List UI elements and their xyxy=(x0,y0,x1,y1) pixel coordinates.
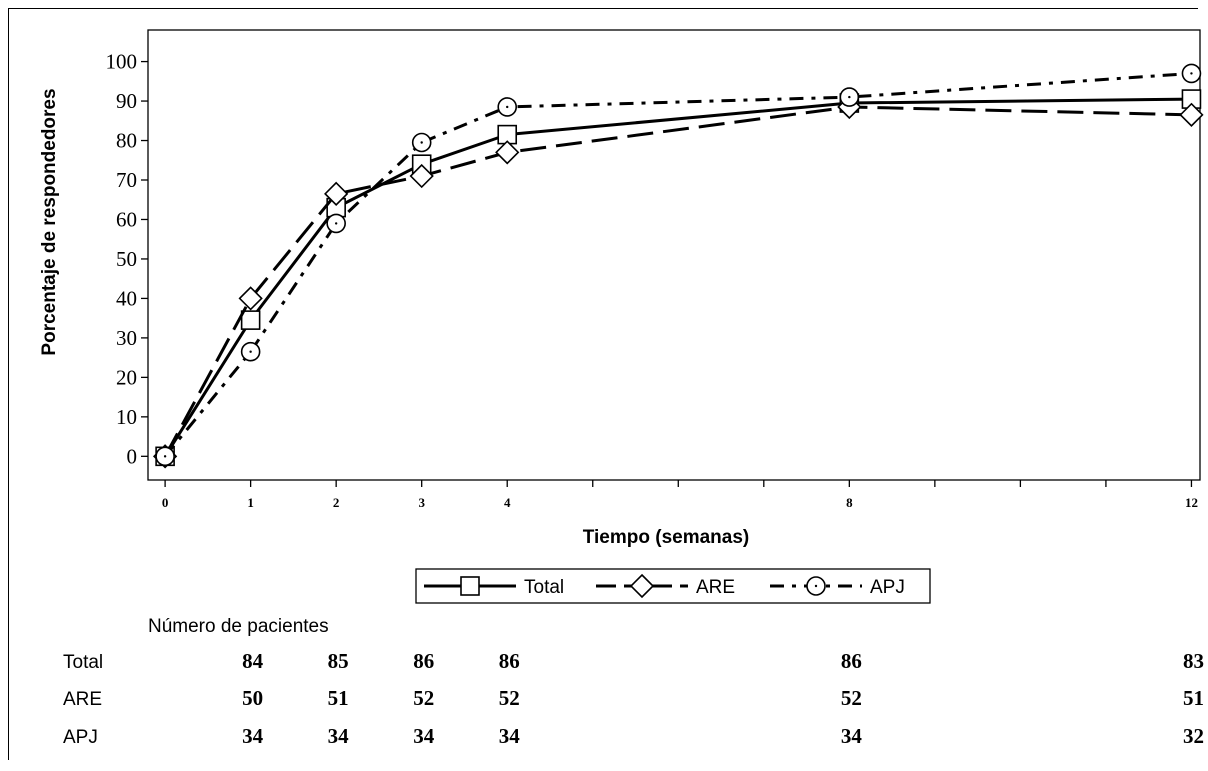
y-axis: 0 10 20 30 40 50 60 70 80 90 100 xyxy=(106,50,148,468)
x-axis-label: Tiempo (semanas) xyxy=(583,527,749,548)
plot-area xyxy=(147,29,1201,481)
legend-label-are: ARE xyxy=(696,577,735,598)
patients-count: 86 xyxy=(413,649,434,673)
legend-marker-apj-center xyxy=(814,584,818,588)
patients-count: 51 xyxy=(1183,686,1204,710)
x-tick-label: 4 xyxy=(504,495,511,510)
legend-marker-total xyxy=(460,576,480,596)
patients-table: Total 84 85 86 86 86 83 ARE 50 51 52 52 52 51 APJ 34 34 3… xyxy=(63,649,1204,748)
x-tick-label: 12 xyxy=(1185,495,1198,510)
series-are xyxy=(152,94,1204,469)
patients-count: 50 xyxy=(242,686,263,710)
data-point-apj-center xyxy=(848,95,851,99)
legend-label-total: Total xyxy=(524,577,564,598)
patients-count: 86 xyxy=(841,649,862,673)
legend-item-total: Total xyxy=(424,576,564,598)
patients-table-title: Número de pacientes xyxy=(148,616,329,637)
patients-count: 34 xyxy=(499,724,521,748)
data-point-are xyxy=(409,163,434,189)
y-axis-label: Porcentaje de respondedores xyxy=(39,88,60,355)
legend-marker-are xyxy=(629,573,655,599)
y-tick-label: 10 xyxy=(116,405,137,429)
y-tick-label: 70 xyxy=(116,168,137,192)
series-line-are xyxy=(163,105,1192,458)
series-line-total xyxy=(163,97,1192,458)
patients-count: 52 xyxy=(499,686,520,710)
figure-frame xyxy=(8,8,1198,760)
patients-count: 52 xyxy=(413,686,434,710)
y-tick-label: 40 xyxy=(116,286,137,310)
y-tick-label: 80 xyxy=(116,129,137,153)
data-point-are xyxy=(238,286,263,311)
patients-count: 34 xyxy=(242,724,264,748)
patients-row-label: Total xyxy=(63,652,103,673)
data-point-are xyxy=(1179,102,1204,127)
data-point-are xyxy=(324,181,349,206)
legend: Total ARE APJ xyxy=(415,568,931,604)
patients-row-are: ARE 50 51 52 52 52 51 xyxy=(63,686,1204,710)
y-tick-label: 50 xyxy=(116,247,137,271)
patients-count: 83 xyxy=(1183,649,1204,673)
data-point-apj-center xyxy=(334,222,338,225)
patients-count: 34 xyxy=(841,724,863,748)
y-tick-label: 0 xyxy=(127,444,138,468)
series-apj xyxy=(155,63,1202,467)
series-total xyxy=(155,89,1202,467)
patients-count: 34 xyxy=(328,724,350,748)
patients-count: 86 xyxy=(499,649,520,673)
patients-count: 51 xyxy=(328,686,349,710)
data-point-apj-center xyxy=(506,105,509,109)
patients-row-label: ARE xyxy=(63,689,102,710)
series-layer xyxy=(152,63,1204,469)
data-point-apj-center xyxy=(249,350,252,353)
legend-item-apj: APJ xyxy=(770,576,905,598)
x-tick-label: 1 xyxy=(247,495,254,510)
x-tick-label: 0 xyxy=(162,495,169,510)
data-point-apj-center xyxy=(163,455,167,458)
data-point-are xyxy=(495,140,520,165)
legend-label-apj: APJ xyxy=(870,577,905,598)
x-tick-label: 8 xyxy=(846,495,853,510)
data-point-apj-center xyxy=(420,141,423,144)
patients-row-apj: APJ 34 34 34 34 34 32 xyxy=(63,724,1204,748)
data-point-apj-center xyxy=(1190,72,1193,75)
x-tick-label: 2 xyxy=(333,495,340,510)
patients-count: 34 xyxy=(413,724,435,748)
y-tick-label: 20 xyxy=(116,365,137,389)
y-tick-label: 90 xyxy=(116,89,137,113)
y-tick-label: 60 xyxy=(116,207,137,231)
data-point-total xyxy=(240,310,261,330)
legend-item-are: ARE xyxy=(596,573,735,599)
patients-row-label: APJ xyxy=(63,727,98,748)
x-axis: 0 1 2 3 4 8 12 xyxy=(162,480,1198,510)
x-tick-label: 3 xyxy=(418,495,425,510)
y-tick-label: 30 xyxy=(116,326,137,350)
patients-count: 52 xyxy=(841,686,862,710)
patients-count: 32 xyxy=(1183,724,1204,748)
patients-count: 84 xyxy=(242,649,264,673)
patients-row-total: Total 84 85 86 86 86 83 xyxy=(63,649,1204,673)
y-tick-label: 100 xyxy=(106,50,138,74)
patients-count: 85 xyxy=(328,649,349,673)
